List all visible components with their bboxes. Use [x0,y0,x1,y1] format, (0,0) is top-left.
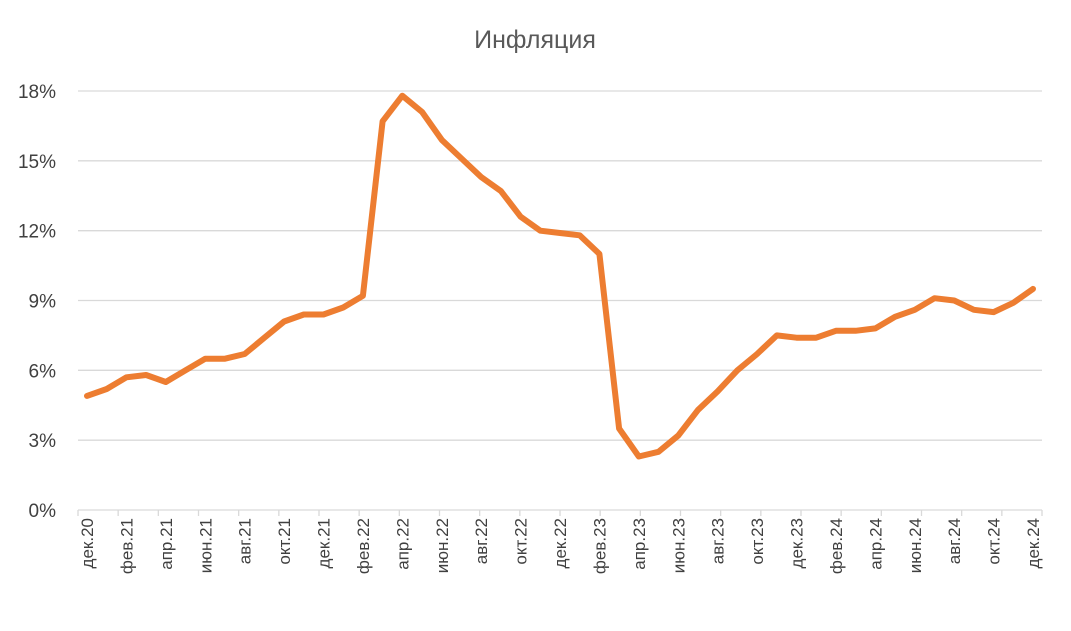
x-tick-label: фев.24 [827,518,846,574]
y-tick-label: 0% [29,501,57,522]
x-tick-label: авг.23 [709,518,728,564]
x-tick-label: апр.24 [866,518,885,570]
x-tick-label: окт.22 [512,518,531,565]
x-tick-label: апр.22 [393,518,412,570]
series-layer [84,92,1036,460]
x-tick-label: авг.21 [236,518,255,564]
x-tick-label: июн.22 [433,518,452,573]
chart-title: Инфляция [474,26,596,54]
x-tick-label: апр.21 [157,518,176,570]
x-tick-label: дек.23 [788,518,807,568]
x-tick-label: дек.20 [78,518,97,568]
y-tick-label: 6% [29,361,57,382]
x-tick-label: фев.23 [590,518,609,574]
x-tick-label: июн.23 [669,518,688,573]
x-tick-label: окт.24 [985,518,1004,565]
x-axis-tick-labels: дек.20 фев.21 апр.21 июн.21 авг.21 окт.21 дек.… [78,518,1043,574]
y-axis-tick-labels: 0% 3% 6% 9% 12% 15% 18% [18,82,56,522]
x-tick-label: дек.21 [315,518,334,568]
y-tick-label: 15% [18,152,56,173]
x-tick-label: фев.21 [117,518,136,574]
x-tick-label: дек.24 [1024,518,1043,568]
x-tick-label: апр.23 [630,518,649,570]
x-tick-label: авг.24 [945,518,964,564]
x-tick-label: июн.24 [906,518,925,573]
x-tick-label: дек.22 [551,518,570,568]
x-tick-label: авг.22 [472,518,491,564]
y-tick-label: 3% [29,431,57,452]
inflation-series-line [84,92,1036,460]
x-tick-label: июн.21 [196,518,215,573]
y-tick-label: 9% [29,292,57,313]
x-tick-label: окт.23 [748,518,767,565]
x-axis [77,509,1043,516]
gridlines [78,90,1042,441]
y-tick-label: 12% [18,222,56,243]
x-tick-label: окт.21 [275,518,294,565]
x-tick-label: фев.22 [354,518,373,574]
y-tick-label: 18% [18,82,56,103]
